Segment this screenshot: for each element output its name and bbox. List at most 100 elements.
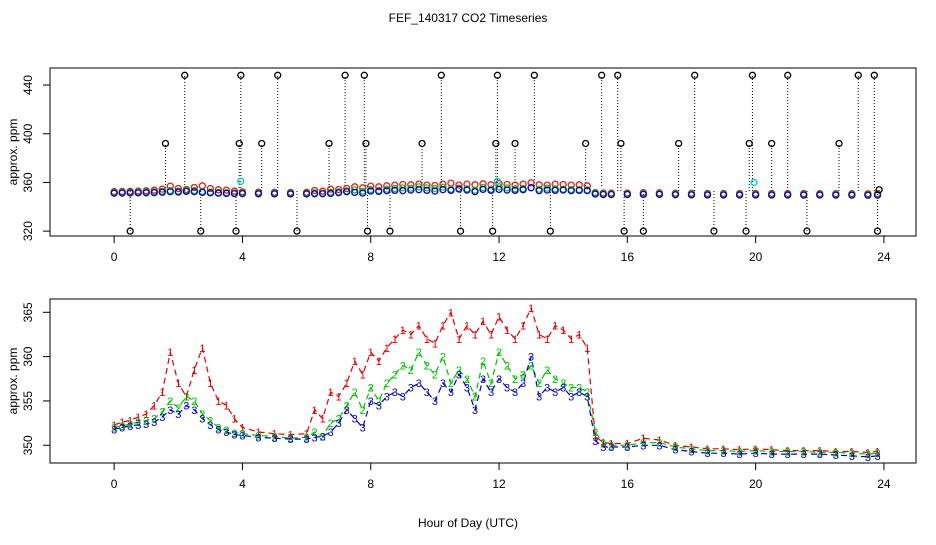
top-series-3-point	[367, 187, 375, 195]
bottom-series-2-label: 2	[151, 414, 157, 426]
bottom-series-2-label: 2	[576, 383, 582, 395]
bottom-series-2-label: 2	[560, 378, 566, 390]
top-series-1-point	[383, 182, 391, 190]
top-series-1-point	[326, 185, 335, 193]
bottom-series-1-label: 1	[127, 415, 133, 427]
bottom-series-1-label: 1	[360, 369, 366, 381]
top-series-3-point	[190, 188, 198, 196]
top-series-1-point	[343, 184, 351, 193]
bottom-series-1-label: 1	[368, 347, 374, 359]
top-outlier-point	[418, 139, 426, 148]
bottom-series-3-label: 3	[600, 442, 606, 454]
top-outlier-point	[691, 71, 699, 79]
bottom-series-1-label: 1	[456, 334, 462, 346]
bottom-series-1-label: 1	[175, 378, 181, 390]
bottom-y-tick-label: 350	[21, 435, 35, 455]
bottom-series-1-label: 1	[448, 307, 454, 319]
top-series-3-point	[864, 191, 872, 199]
top-series-1-point	[375, 183, 383, 191]
bottom-series-3-label: 3	[191, 405, 197, 417]
top-series-3-point	[318, 190, 327, 198]
bottom-series-2-label: 2	[640, 438, 646, 450]
top-series-3-point	[832, 191, 840, 199]
bottom-x-tick-label: 20	[749, 477, 763, 491]
bottom-series-2-label: 2	[416, 347, 422, 359]
top-outlier-point	[870, 71, 878, 79]
top-outlier-point	[437, 71, 445, 79]
top-x-axis: 0 4 8 12 16 20 24	[111, 235, 891, 264]
top-series-3-point	[270, 190, 279, 198]
top-series-3-point	[310, 190, 319, 198]
top-series-3-point	[455, 185, 463, 193]
bottom-series-3-label: 3	[127, 421, 133, 433]
bottom-series-3-label: 3	[456, 369, 462, 381]
top-outlier-point	[235, 139, 243, 148]
bottom-series-2-label: 2	[672, 442, 678, 454]
chart-title: FEF_140317 CO2 Timeseries	[389, 11, 548, 25]
top-series-3-point	[623, 190, 631, 199]
bottom-series-3-label: 3	[488, 387, 494, 399]
top-outlier-point	[293, 227, 301, 235]
bottom-series-3-label: 3	[688, 446, 694, 458]
top-series-3-point	[383, 187, 391, 195]
bottom-series-3-label: 3	[384, 392, 390, 404]
bottom-x-tick-label: 4	[239, 477, 246, 491]
bottom-x-tick-label: 12	[492, 477, 506, 491]
bottom-series-1-label: 1	[568, 334, 574, 346]
top-outlier-point	[126, 227, 134, 235]
top-series-3-point	[343, 188, 351, 196]
top-outlier-point	[748, 71, 757, 79]
top-outlier-point	[530, 71, 538, 79]
top-x-tick-label: 12	[492, 250, 506, 264]
bottom-series-3-label: 3	[400, 392, 406, 404]
bottom-series-3-label: 3	[320, 431, 326, 443]
bottom-series-1-label: 1	[304, 429, 310, 441]
top-series-1-point	[511, 181, 519, 189]
bottom-series-1-label: 1	[488, 329, 494, 341]
top-outlier-point	[614, 71, 622, 79]
bottom-series-2-label: 2	[552, 374, 558, 386]
top-outlier-point	[803, 227, 811, 235]
bottom-series-2-label: 2	[239, 429, 245, 441]
bottom-series-3-label: 3	[592, 436, 598, 448]
top-outlier-point	[598, 71, 606, 79]
top-y-tick-label: 400	[21, 123, 35, 143]
bottom-series-1-label: 1	[432, 338, 438, 350]
top-series-1-point	[359, 184, 367, 192]
top-outlier-point	[620, 227, 628, 235]
bottom-series-3-label: 3	[560, 383, 566, 395]
bottom-series-2-label: 2	[496, 347, 502, 359]
top-outlier-point	[258, 139, 266, 148]
top-series-3-point	[174, 188, 182, 196]
bottom-series-3-label: 3	[344, 405, 350, 417]
bottom-series-1-label: 1	[592, 431, 598, 443]
top-y-axis: 320 360 400 440	[21, 75, 51, 241]
bottom-series-3-label: 3	[287, 434, 293, 446]
bottom-series-2-label: 2	[255, 431, 261, 443]
bottom-series-1-label: 1	[504, 325, 510, 337]
top-series-3-point	[399, 187, 407, 195]
bottom-series-1-label: 1	[672, 440, 678, 452]
bottom-series-1-label: 1	[520, 321, 526, 333]
bottom-series-2-line	[113, 350, 878, 455]
top-series-3-point	[286, 190, 295, 198]
bottom-series-2-label: 2	[528, 360, 534, 372]
bottom-series-2-label: 2	[336, 414, 342, 426]
bottom-series-2-label: 2	[119, 421, 125, 433]
bottom-series-3-label: 3	[159, 412, 165, 424]
bottom-series-3-label: 3	[737, 449, 743, 461]
bottom-series-1-label: 1	[688, 442, 694, 454]
bottom-series-3-label: 3	[167, 405, 173, 417]
bottom-series-1-label: 1	[151, 400, 157, 412]
bottom-series-3-label: 3	[720, 448, 726, 460]
bottom-series-1-label: 1	[416, 321, 422, 333]
top-x-tick-label: 8	[367, 250, 374, 264]
bottom-series-3-label: 3	[584, 392, 590, 404]
bottom-series-1-label: 1	[817, 446, 823, 458]
bottom-series-1-label: 1	[865, 447, 871, 459]
top-series-1-point	[335, 185, 343, 194]
top-outlier-point	[181, 71, 189, 79]
bottom-series-2-label: 2	[488, 378, 494, 390]
top-outlier-point	[362, 139, 370, 148]
